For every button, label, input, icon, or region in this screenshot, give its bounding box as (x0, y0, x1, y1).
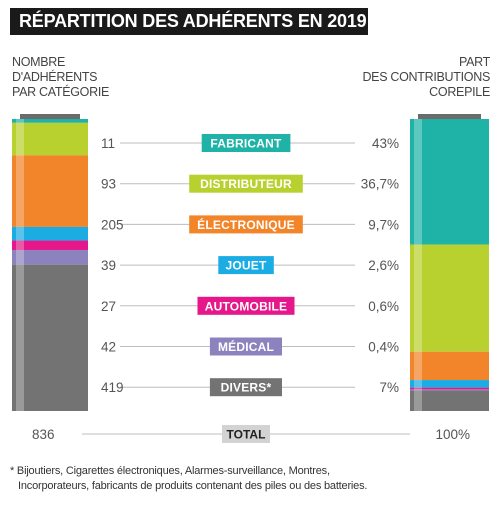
left-axis-label-line: NOMBRE (12, 55, 66, 69)
category-badge (218, 256, 274, 275)
category-label: DISTRIBUTEUR (200, 177, 292, 191)
right-value-label: 0,6% (368, 299, 399, 314)
left-value-label: 27 (101, 299, 116, 314)
left-value-label: 39 (101, 258, 116, 273)
category-label: JOUET (225, 259, 266, 273)
category-label: AUTOMOBILE (205, 299, 287, 313)
left-axis-label-line: PAR CATÉGORIE (12, 85, 110, 99)
right-bar-cap (418, 114, 481, 119)
right-bar-segment (410, 389, 489, 391)
right-axis-label-line: DES CONTRIBUTIONS (362, 70, 490, 84)
category-label: FABRICANT (210, 137, 282, 151)
left-bar-segment (12, 249, 88, 265)
total-label: TOTAL (227, 428, 266, 442)
category-badge (209, 337, 282, 356)
left-bar-segment (12, 264, 88, 411)
right-bar-segment (410, 351, 489, 381)
left-bar-segment (12, 240, 88, 250)
left-bar-segment (12, 155, 88, 227)
right-axis-label-line: COREPILE (429, 85, 490, 99)
right-value-label: 7% (379, 380, 399, 395)
left-axis-label: NOMBRE D'ADHÉRENTS PAR CATÉGORIE (12, 55, 109, 100)
left-value-label: 205 (101, 217, 124, 232)
footnote-line: Incorporateurs, fabricants de produits c… (18, 480, 368, 492)
right-bar-segment (410, 390, 489, 411)
category-badge (189, 174, 303, 193)
left-value-label: 419 (101, 380, 124, 395)
category-label: DIVERS* (221, 381, 272, 395)
left-bar-segment (12, 119, 88, 123)
left-value-label: 11 (101, 136, 115, 151)
right-value-label: 9,7% (368, 217, 399, 232)
footnote-line: * Bijoutiers, Cigarettes électroniques, … (10, 465, 330, 477)
footnote: * Bijoutiers, Cigarettes électroniques, … (10, 464, 367, 494)
right-bar-segment (410, 244, 489, 352)
left-value-label: 42 (101, 340, 116, 355)
total-badge (222, 425, 270, 443)
category-label: MÉDICAL (218, 339, 274, 354)
right-value-label: 2,6% (368, 258, 399, 273)
right-value-label: 0,4% (368, 340, 399, 355)
category-label: ÉLECTRONIQUE (197, 217, 295, 232)
right-bar-segment (410, 380, 489, 388)
total-right-value: 100% (435, 427, 470, 442)
category-badge (189, 215, 303, 234)
left-axis-label-line: D'ADHÉRENTS (12, 70, 98, 84)
right-axis-label: PART DES CONTRIBUTIONS COREPILE (362, 55, 490, 100)
right-axis-label-line: PART (459, 55, 490, 69)
left-bar-segment (12, 122, 88, 156)
left-bar-cap (20, 114, 80, 119)
total-left-value: 836 (32, 427, 55, 442)
left-bar-highlight (16, 119, 24, 411)
right-value-label: 43% (372, 136, 399, 151)
category-badge (209, 378, 282, 397)
stacked-bar-chart: 11 43% FABRICANT 93 36,7% DISTRIBUTEUR 205 9,7%… (12, 114, 489, 443)
category-badge (197, 296, 295, 315)
chart-title: RÉPARTITION DES ADHÉRENTS EN 2019 (10, 8, 368, 35)
category-badge (201, 134, 291, 152)
right-bar-highlight (414, 119, 422, 411)
right-bar-segment (410, 387, 489, 390)
left-bar-segment (12, 226, 88, 241)
right-bar-segment (410, 119, 489, 245)
left-value-label: 93 (101, 177, 116, 192)
right-value-label: 36,7% (361, 177, 399, 192)
